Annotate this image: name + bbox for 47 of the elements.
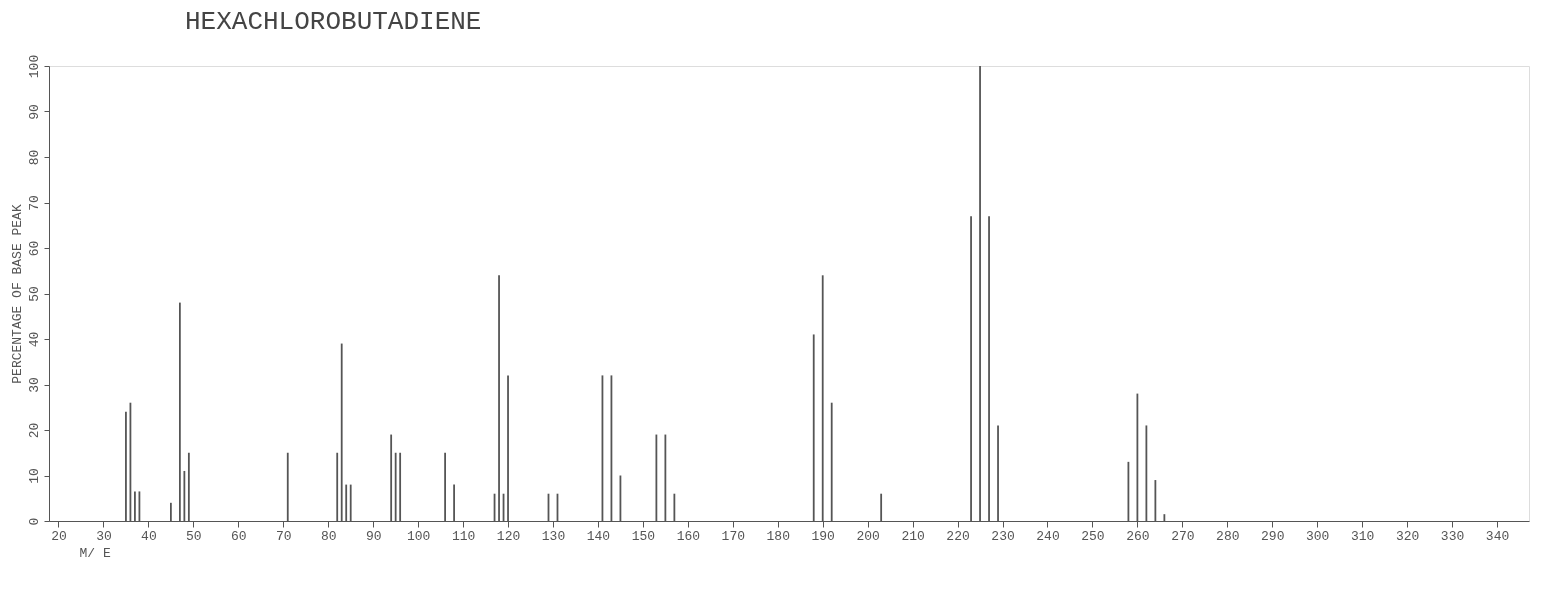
x-tick-label: 20: [51, 528, 67, 544]
x-tick-label: 260: [1126, 528, 1150, 544]
x-tick-label: 140: [586, 528, 611, 544]
x-tick-label: 340: [1485, 528, 1510, 544]
x-tick-label: 130: [541, 528, 566, 544]
y-tick-label: 70: [26, 195, 42, 211]
x-tick-label: 290: [1261, 528, 1285, 544]
x-tick-label: 80: [320, 528, 337, 544]
x-tick-label: 160: [676, 528, 701, 544]
x-tick-label: 200: [856, 528, 880, 544]
x-tick-label: 230: [991, 528, 1015, 544]
y-tick-label: 0: [26, 517, 42, 526]
x-tick-label: 310: [1350, 528, 1375, 544]
x-tick-label: 240: [1036, 528, 1060, 544]
x-tick-label: 60: [231, 528, 247, 544]
x-tick-label: 50: [186, 528, 202, 544]
x-tick-label: 40: [141, 528, 157, 544]
x-tick-label: 150: [631, 528, 656, 544]
y-tick-label: 80: [26, 149, 42, 166]
y-tick-label: 40: [26, 331, 42, 348]
x-tick-label: 30: [96, 528, 112, 544]
x-tick-label: 90: [365, 528, 382, 544]
y-tick-label: 60: [26, 240, 42, 257]
x-tick-label: 110: [451, 528, 476, 544]
y-tick-label: 90: [26, 104, 42, 120]
y-tick-label: 50: [26, 286, 42, 302]
y-tick-label: 30: [26, 377, 42, 393]
x-axis-title: M/ E: [79, 545, 111, 561]
x-tick-label: 170: [721, 528, 746, 544]
y-tick-label: 100: [26, 54, 42, 79]
x-tick-label: 300: [1306, 528, 1330, 544]
x-tick-label: 190: [811, 528, 835, 544]
x-tick-label: 280: [1216, 528, 1240, 544]
x-tick-label: 320: [1395, 528, 1420, 544]
y-axis-title: PERCENTAGE OF BASE PEAK: [9, 204, 25, 384]
x-tick-label: 220: [946, 528, 970, 544]
chart-title: HEXACHLOROBUTADIENE: [185, 7, 482, 38]
x-tick-label: 330: [1440, 528, 1465, 544]
x-tick-label: 100: [406, 528, 431, 544]
x-tick-label: 270: [1171, 528, 1195, 544]
x-tick-label: 210: [901, 528, 925, 544]
x-tick-label: 250: [1081, 528, 1105, 544]
y-tick-label: 20: [26, 422, 42, 439]
y-tick-label: 10: [26, 468, 42, 484]
x-tick-label: 180: [766, 528, 790, 544]
x-tick-label: 70: [275, 528, 292, 544]
x-tick-label: 120: [496, 528, 521, 544]
